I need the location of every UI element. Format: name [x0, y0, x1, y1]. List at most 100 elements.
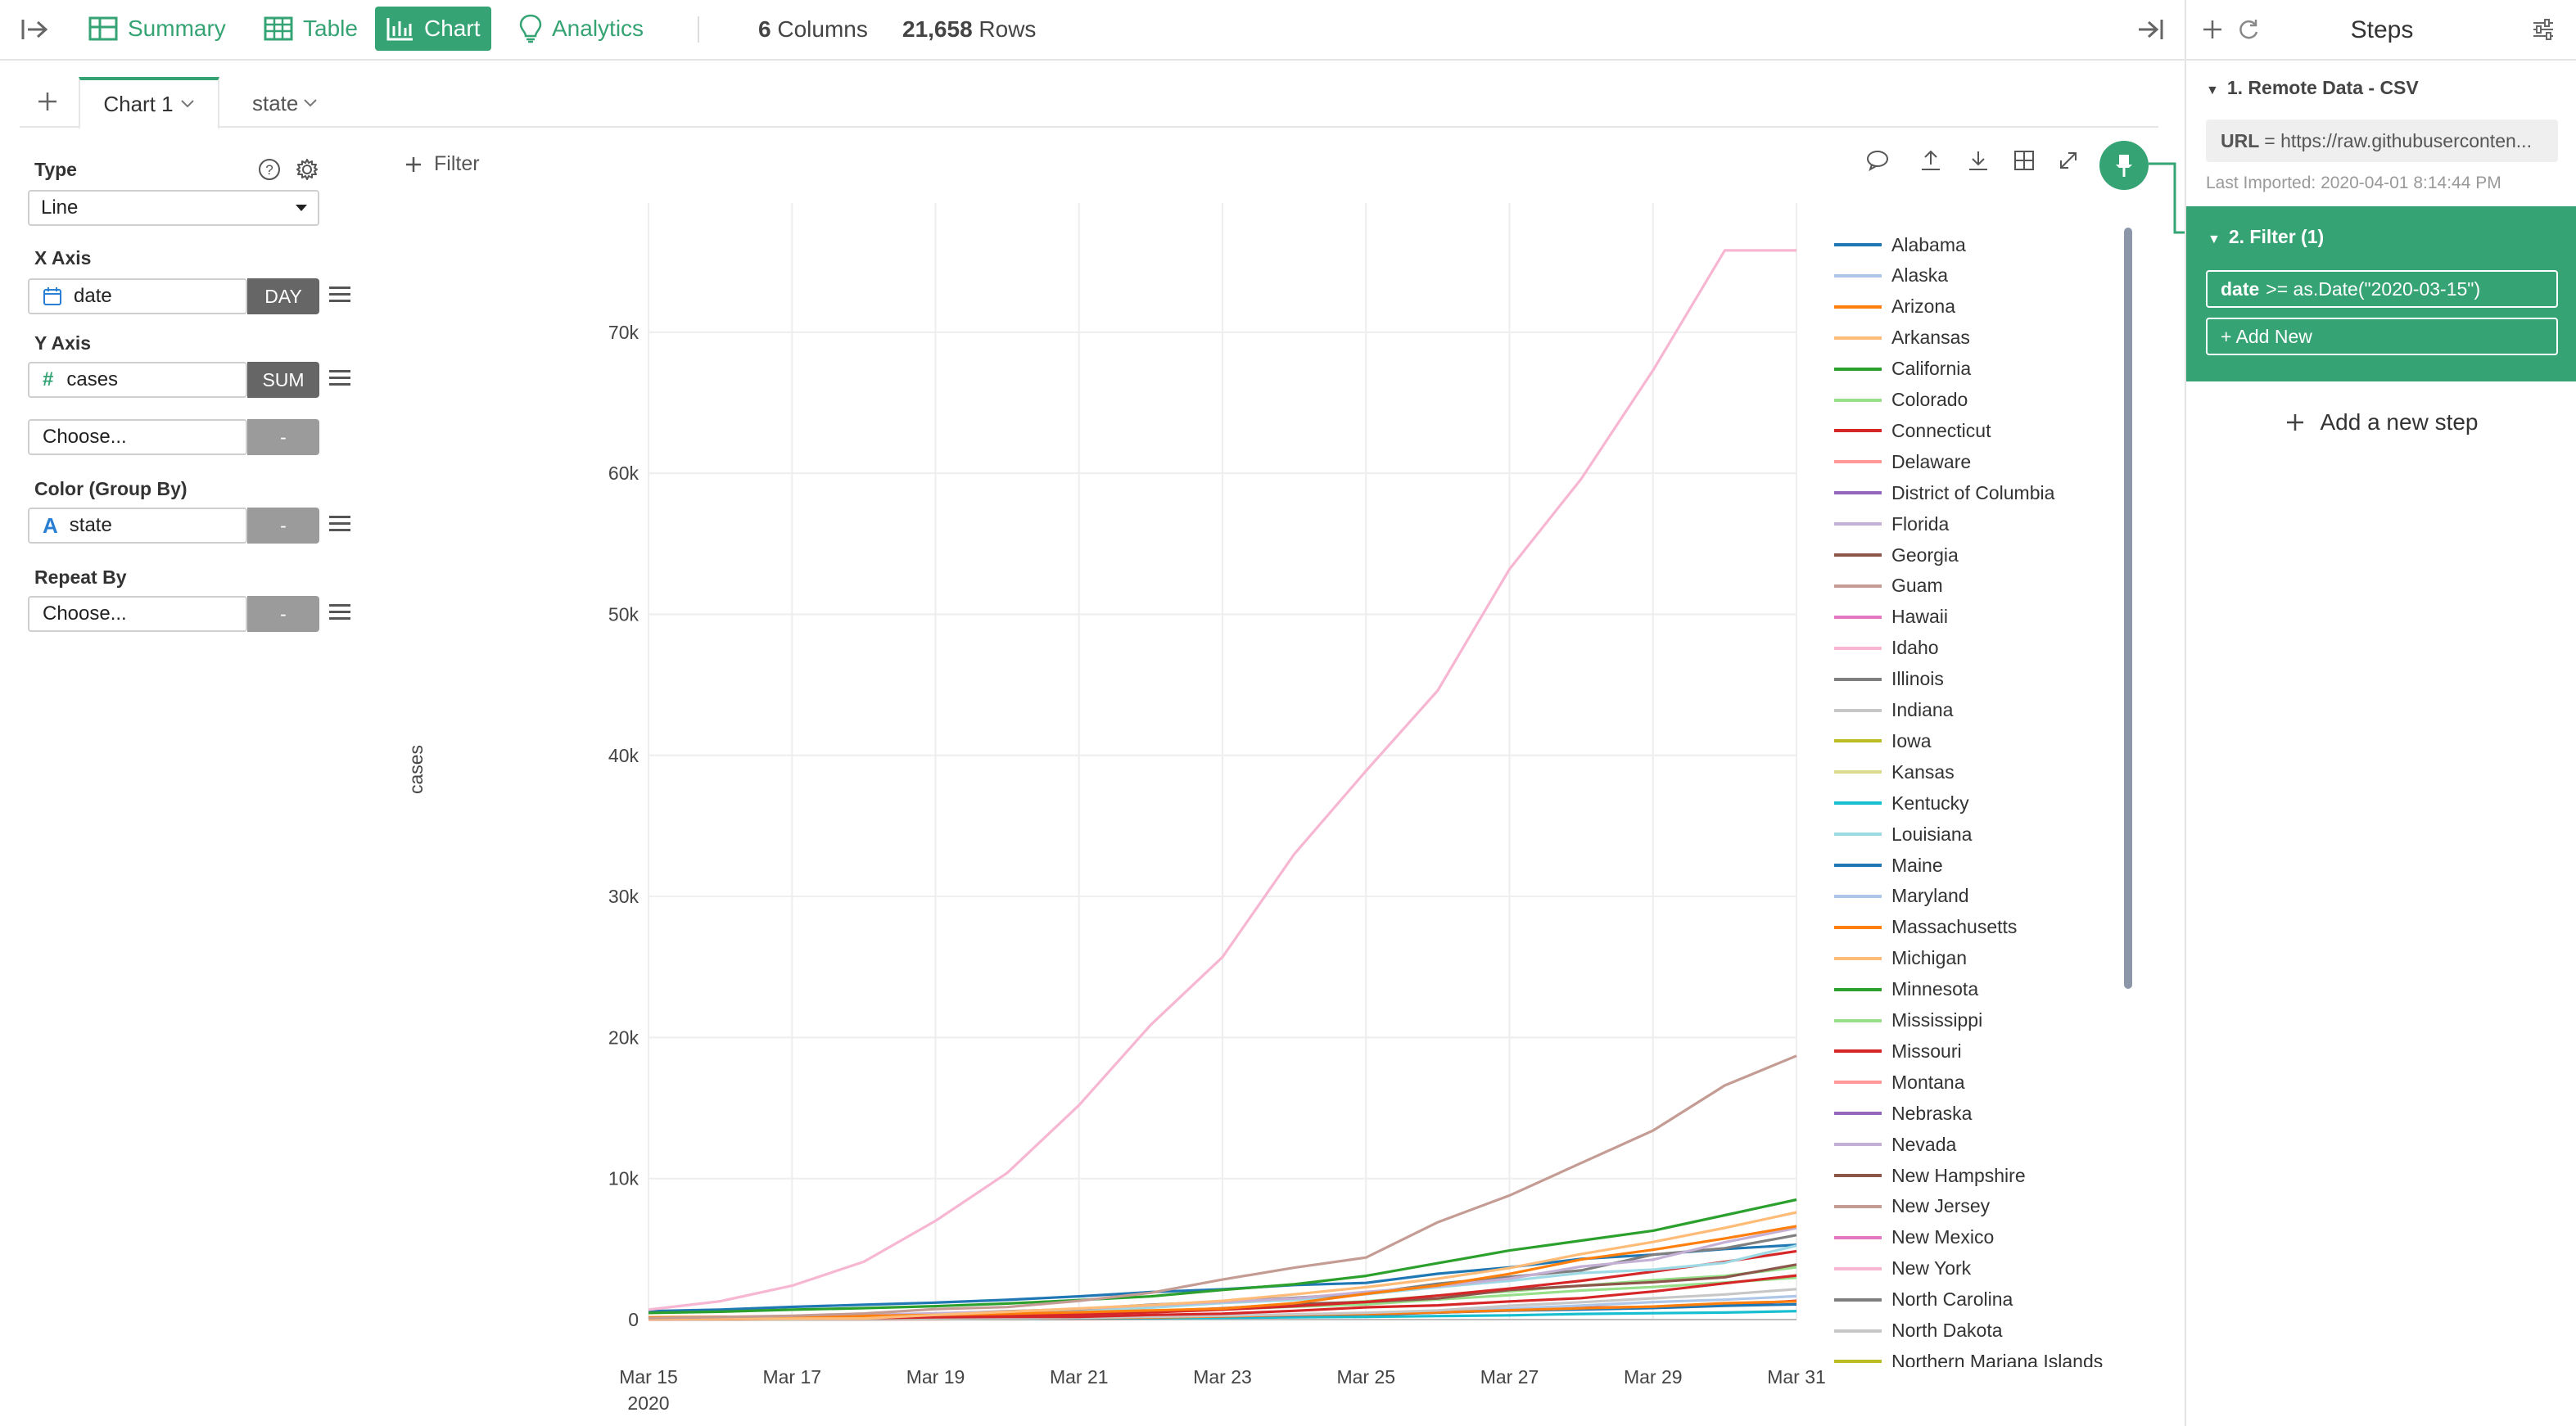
repeat-by-label: Repeat By: [34, 566, 127, 588]
x-axis-menu-icon[interactable]: [329, 287, 350, 303]
legend-item[interactable]: Massachusetts: [1834, 912, 2017, 943]
comment-icon[interactable]: [1865, 149, 1890, 176]
grid-view-icon[interactable]: [2013, 149, 2036, 176]
legend-item[interactable]: Louisiana: [1834, 819, 1972, 850]
legend-item[interactable]: New Mexico: [1834, 1222, 1994, 1253]
legend-item[interactable]: Kansas: [1834, 756, 1955, 787]
legend-item[interactable]: Arkansas: [1834, 323, 1970, 354]
legend-item[interactable]: California: [1834, 354, 1971, 385]
legend-scrollbar[interactable]: [2124, 228, 2132, 989]
y-tick-label: 60k: [608, 463, 639, 484]
legend-item[interactable]: Nevada: [1834, 1129, 1956, 1160]
color-group-agg-button[interactable]: -: [247, 508, 319, 544]
chart-tab-state[interactable]: state: [252, 77, 318, 129]
upload-icon[interactable]: [1919, 149, 1942, 176]
legend-item[interactable]: Maryland: [1834, 881, 1969, 912]
legend-item[interactable]: Georgia: [1834, 539, 1959, 571]
legend-item[interactable]: Arizona: [1834, 291, 1955, 323]
chart-type-select[interactable]: Line: [28, 190, 319, 226]
add-chart-icon[interactable]: [33, 87, 62, 116]
repeat-by-menu-icon[interactable]: [329, 604, 350, 620]
sliders-icon[interactable]: [2529, 15, 2558, 44]
pin-button[interactable]: [2099, 141, 2149, 190]
filter-button-label: Filter: [434, 152, 480, 175]
legend-item[interactable]: Indiana: [1834, 695, 1953, 726]
legend-swatch: [1834, 1204, 1882, 1208]
legend-item[interactable]: New York: [1834, 1253, 1971, 1284]
x-axis-agg-button[interactable]: DAY: [247, 278, 319, 314]
plus-icon: [406, 156, 421, 172]
y-axis2-agg-button[interactable]: -: [247, 419, 319, 455]
y-axis2-field[interactable]: Choose...: [28, 419, 247, 455]
legend-item[interactable]: New Hampshire: [1834, 1160, 2026, 1191]
legend-item[interactable]: Hawaii: [1834, 602, 1948, 633]
legend-item[interactable]: Minnesota: [1834, 974, 1978, 1005]
y-axis-agg-button[interactable]: SUM: [247, 362, 319, 398]
chart-type-value: Line: [41, 196, 79, 219]
step-remote-data[interactable]: ▼ 1. Remote Data - CSV: [2206, 77, 2419, 99]
legend-item[interactable]: Missouri: [1834, 1036, 1962, 1067]
legend-item[interactable]: Illinois: [1834, 664, 1944, 695]
step-filter[interactable]: ▼ 2. Filter (1) date >= as.Date("2020-03-…: [2186, 206, 2576, 381]
legend-item[interactable]: Alaska: [1834, 260, 1948, 291]
legend-item[interactable]: Florida: [1834, 508, 1949, 539]
filter-expression: >= as.Date("2020-03-15"): [2266, 278, 2481, 300]
repeat-by-field[interactable]: Choose...: [28, 596, 247, 632]
chart-tab-active[interactable]: Chart 1: [79, 77, 219, 129]
legend-item[interactable]: Montana: [1834, 1067, 1965, 1098]
collapse-right-icon[interactable]: [2134, 13, 2167, 46]
legend-item[interactable]: Colorado: [1834, 385, 1968, 416]
step-connector: [2149, 162, 2186, 234]
legend-swatch: [1834, 864, 1882, 867]
legend-item[interactable]: Connecticut: [1834, 415, 1991, 446]
legend-item[interactable]: Idaho: [1834, 633, 1939, 664]
legend-item[interactable]: North Carolina: [1834, 1284, 2013, 1315]
repeat-by-agg-button[interactable]: -: [247, 596, 319, 632]
legend-swatch: [1834, 956, 1882, 960]
url-field[interactable]: URL = https://raw.githubuserconten...: [2206, 120, 2558, 162]
x-axis-field[interactable]: date: [28, 278, 247, 314]
legend-swatch: [1834, 429, 1882, 433]
refresh-icon[interactable]: [2234, 15, 2263, 44]
expand-icon[interactable]: [2057, 149, 2080, 176]
tab-analytics[interactable]: Analytics: [508, 7, 655, 51]
download-icon[interactable]: [1967, 149, 1990, 176]
filter-condition[interactable]: date >= as.Date("2020-03-15"): [2206, 270, 2558, 308]
chart-tab-bar: Chart 1 state: [20, 75, 2158, 129]
legend-item[interactable]: Iowa: [1834, 725, 1932, 756]
legend-item[interactable]: Mississippi: [1834, 1005, 1982, 1036]
legend-item[interactable]: Guam: [1834, 571, 1943, 602]
x-tick-label: Mar 17: [762, 1366, 821, 1388]
legend-item[interactable]: Maine: [1834, 850, 1943, 881]
add-new-step-button[interactable]: Add a new step: [2186, 409, 2576, 435]
legend-item[interactable]: Delaware: [1834, 446, 1971, 477]
collapse-left-icon[interactable]: [18, 13, 51, 46]
y-axis-field[interactable]: # cases: [28, 362, 247, 398]
legend-label: California: [1891, 358, 1972, 380]
help-icon[interactable]: ?: [255, 156, 283, 183]
add-new-filter-button[interactable]: + Add New: [2206, 318, 2558, 355]
tab-chart[interactable]: Chart: [375, 7, 492, 51]
legend-item[interactable]: Kentucky: [1834, 787, 1969, 819]
legend-item[interactable]: District of Columbia: [1834, 477, 2054, 508]
legend-label: Nevada: [1891, 1133, 1957, 1155]
color-group-field[interactable]: A state: [28, 508, 247, 544]
legend-label: District of Columbia: [1891, 481, 2055, 503]
tab-table[interactable]: Table: [252, 7, 369, 51]
legend-item[interactable]: North Dakota: [1834, 1315, 2003, 1347]
gear-icon[interactable]: [293, 156, 321, 183]
y-axis-label: Y Axis: [34, 332, 92, 354]
y-axis-title: cases: [405, 745, 427, 794]
legend-item[interactable]: Northern Mariana Islands: [1834, 1346, 2103, 1367]
legend-item[interactable]: Nebraska: [1834, 1098, 1972, 1129]
y-axis-menu-icon[interactable]: [329, 370, 350, 386]
tab-summary[interactable]: Summary: [77, 7, 237, 51]
add-step-icon[interactable]: [2198, 15, 2227, 44]
color-group-menu-icon[interactable]: [329, 516, 350, 532]
legend-item[interactable]: New Jersey: [1834, 1191, 1990, 1222]
legend-label: Colorado: [1891, 389, 1968, 410]
filter-button[interactable]: Filter: [404, 152, 480, 176]
legend-item[interactable]: Alabama: [1834, 229, 1966, 260]
legend-item[interactable]: Michigan: [1834, 943, 1967, 974]
